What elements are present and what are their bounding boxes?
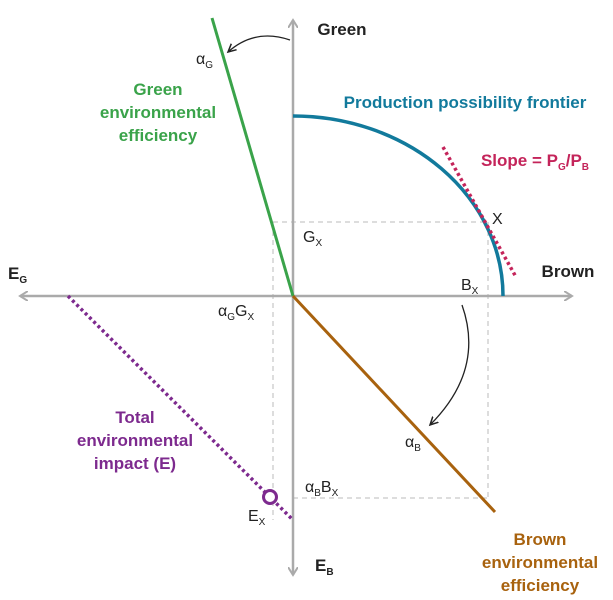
text-run: Green	[317, 20, 366, 39]
green-line	[210, 17, 295, 297]
subscript: X	[332, 488, 339, 499]
subscript: G	[558, 162, 566, 173]
text-run: impact (E)	[94, 454, 176, 473]
text-run: G	[303, 229, 315, 246]
subscript: G	[19, 275, 27, 286]
label-bx: BX	[461, 277, 479, 297]
text-run: /P	[566, 151, 582, 170]
subscript: B	[414, 443, 421, 454]
text-run: E	[248, 508, 259, 525]
subscript: X	[247, 312, 254, 323]
label-green-axis: Green	[317, 20, 366, 39]
text-run: Total	[115, 408, 154, 427]
label-abx: αBBX	[305, 479, 339, 499]
label-x-point: X	[492, 211, 503, 228]
arrow-b	[430, 304, 470, 425]
label-brown-eff: Brown	[514, 530, 567, 549]
text-run: Brown	[542, 262, 595, 281]
labels: GreenBrownEGEBαGGreenenvironmentaleffici…	[8, 20, 598, 595]
text-run: Production possibility frontier	[344, 93, 587, 112]
subscript: X	[315, 238, 322, 249]
label-eg-axis: EG	[8, 264, 27, 286]
text-run: Brown	[514, 530, 567, 549]
label-green-eff: efficiency	[119, 126, 198, 145]
label-green-eff: Green	[133, 80, 182, 99]
label-alpha-b: αB	[405, 434, 421, 454]
text-run: efficiency	[119, 126, 198, 145]
label-total: Total	[115, 408, 154, 427]
text-run: α	[196, 51, 205, 68]
subscript: X	[259, 517, 266, 528]
axes	[20, 20, 572, 575]
subscript: B	[582, 162, 589, 173]
ex-point	[262, 489, 278, 505]
label-brown-eff: efficiency	[501, 576, 580, 595]
text-run: E	[8, 264, 19, 283]
label-alpha-g: αG	[196, 51, 213, 71]
text-run: environmental	[482, 553, 598, 572]
label-ppf: Production possibility frontier	[344, 93, 587, 112]
arrow-g	[228, 35, 291, 52]
subscript: G	[227, 312, 235, 323]
text-run: Green	[133, 80, 182, 99]
label-slope: Slope = PG/PB	[481, 151, 589, 173]
label-total: impact (E)	[94, 454, 176, 473]
text-run: efficiency	[501, 576, 580, 595]
text-run: Slope = P	[481, 151, 558, 170]
brown-line	[291, 294, 497, 514]
label-brown-axis: Brown	[542, 262, 595, 281]
text-run: X	[492, 211, 503, 228]
label-agx: αGGX	[218, 303, 254, 323]
subscript: B	[326, 567, 333, 578]
label-eb-axis: EB	[315, 556, 334, 578]
label-gx: GX	[303, 229, 322, 249]
text-run: environmental	[100, 103, 216, 122]
text-run: α	[405, 434, 414, 451]
subscript: B	[314, 488, 321, 499]
text-run: B	[321, 479, 332, 496]
text-run: E	[315, 556, 326, 575]
text-run: environmental	[77, 431, 193, 450]
text-run: B	[461, 277, 472, 294]
text-run: α	[218, 303, 227, 320]
subscript: X	[472, 286, 479, 297]
text-run: α	[305, 479, 314, 496]
ppf-curve	[292, 114, 505, 297]
label-total: environmental	[77, 431, 193, 450]
text-run: G	[235, 303, 247, 320]
label-green-eff: environmental	[100, 103, 216, 122]
impact-line	[66, 294, 295, 522]
slope-line	[441, 146, 518, 278]
label-brown-eff: environmental	[482, 553, 598, 572]
guides	[272, 221, 489, 520]
subscript: G	[205, 60, 213, 71]
label-ex: EX	[248, 508, 266, 528]
